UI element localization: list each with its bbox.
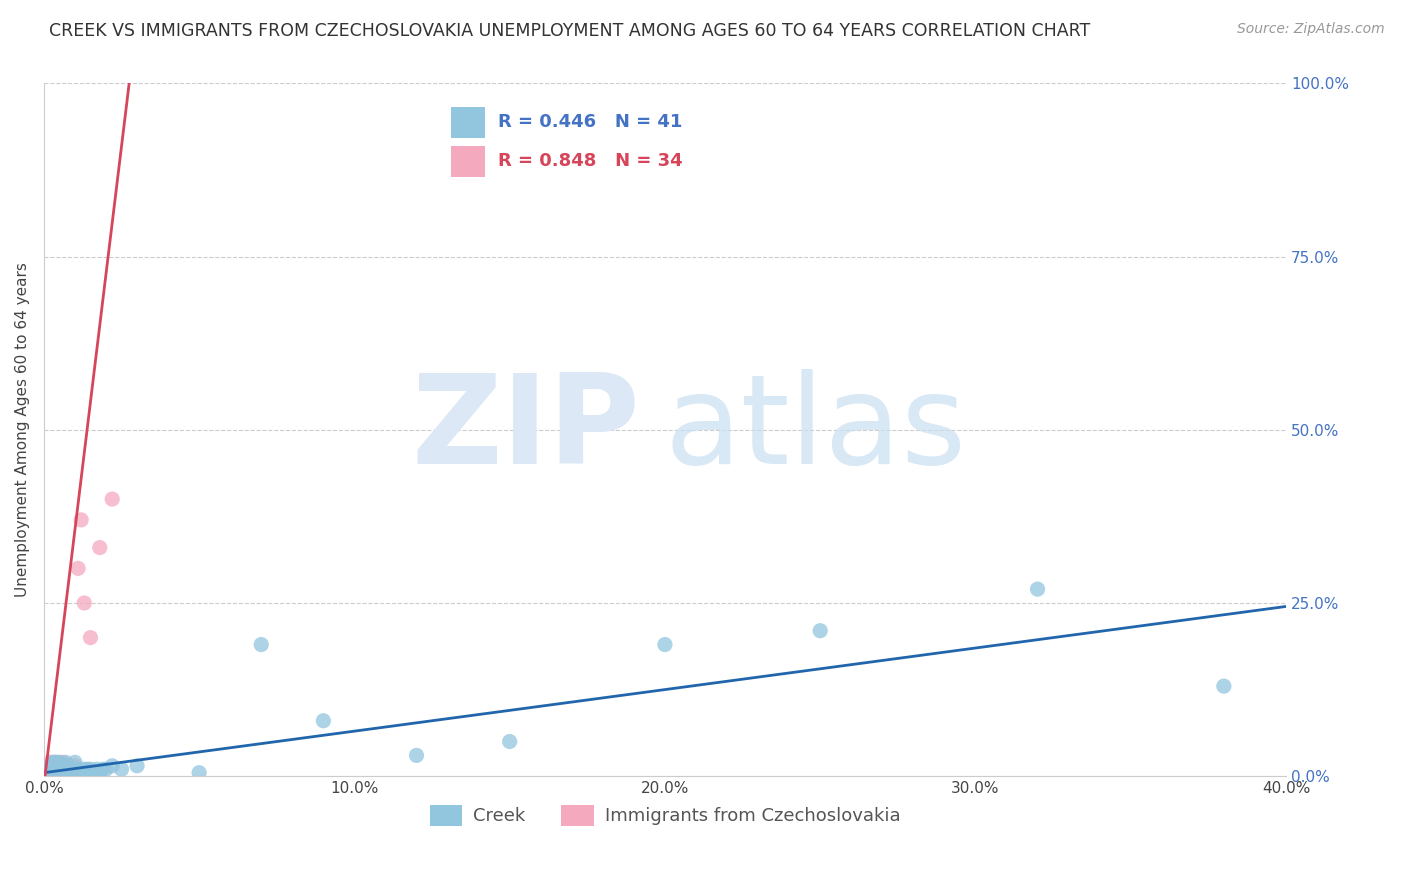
Text: atlas: atlas — [665, 369, 967, 491]
Point — [51, 765, 73, 780]
Point — [48, 762, 70, 776]
Point — [39, 762, 62, 776]
Point — [63, 756, 86, 770]
Point — [1212, 679, 1234, 693]
Point — [70, 765, 93, 780]
Point — [42, 759, 65, 773]
Point — [58, 759, 80, 773]
Point — [55, 762, 77, 776]
Point — [312, 714, 335, 728]
Point — [42, 756, 65, 770]
Point — [86, 762, 108, 776]
Point — [63, 759, 86, 773]
Point — [60, 762, 83, 776]
Point — [39, 759, 62, 773]
Text: CREEK VS IMMIGRANTS FROM CZECHOSLOVAKIA UNEMPLOYMENT AMONG AGES 60 TO 64 YEARS C: CREEK VS IMMIGRANTS FROM CZECHOSLOVAKIA … — [49, 22, 1091, 40]
Point — [89, 765, 111, 780]
Point — [42, 765, 65, 780]
Point — [42, 756, 65, 770]
Point — [73, 762, 96, 776]
Point — [42, 762, 65, 776]
Point — [63, 762, 86, 776]
Point — [654, 638, 676, 652]
Point — [35, 762, 58, 776]
Point — [45, 756, 67, 770]
Point — [405, 748, 427, 763]
Point — [48, 765, 70, 780]
Text: ZIP: ZIP — [412, 369, 640, 491]
Point — [55, 756, 77, 770]
Point — [55, 765, 77, 780]
Text: Source: ZipAtlas.com: Source: ZipAtlas.com — [1237, 22, 1385, 37]
Point — [79, 762, 101, 776]
Point — [250, 638, 273, 652]
Point — [498, 734, 520, 748]
Point — [110, 762, 132, 776]
Point — [51, 765, 73, 780]
Point — [94, 762, 117, 776]
Point — [45, 756, 67, 770]
Point — [39, 759, 62, 773]
Point — [58, 765, 80, 780]
Legend: Creek, Immigrants from Czechoslovakia: Creek, Immigrants from Czechoslovakia — [422, 797, 907, 833]
Point — [45, 762, 67, 776]
Point — [76, 762, 98, 776]
Y-axis label: Unemployment Among Ages 60 to 64 years: Unemployment Among Ages 60 to 64 years — [15, 262, 30, 598]
Point — [51, 756, 73, 770]
Point — [58, 765, 80, 780]
Point — [91, 762, 114, 776]
Point — [51, 759, 73, 773]
Point — [60, 765, 83, 780]
Point — [89, 541, 111, 555]
Point — [39, 765, 62, 780]
Point — [58, 759, 80, 773]
Point — [1026, 582, 1049, 596]
Point — [79, 631, 101, 645]
Point — [83, 765, 105, 780]
Point — [35, 762, 58, 776]
Point — [55, 762, 77, 776]
Point — [101, 492, 124, 507]
Point — [48, 765, 70, 780]
Point — [48, 759, 70, 773]
Point — [188, 765, 211, 780]
Point — [45, 762, 67, 776]
Point — [60, 762, 83, 776]
Point — [35, 765, 58, 780]
Point — [125, 759, 148, 773]
Point — [45, 759, 67, 773]
Point — [48, 762, 70, 776]
Point — [67, 561, 90, 575]
Point — [101, 759, 124, 773]
Point — [48, 756, 70, 770]
Point — [808, 624, 831, 638]
Point — [45, 765, 67, 780]
Point — [51, 762, 73, 776]
Point — [70, 513, 93, 527]
Point — [35, 759, 58, 773]
Point — [39, 756, 62, 770]
Point — [73, 596, 96, 610]
Point — [67, 762, 90, 776]
Point — [63, 765, 86, 780]
Point — [42, 762, 65, 776]
